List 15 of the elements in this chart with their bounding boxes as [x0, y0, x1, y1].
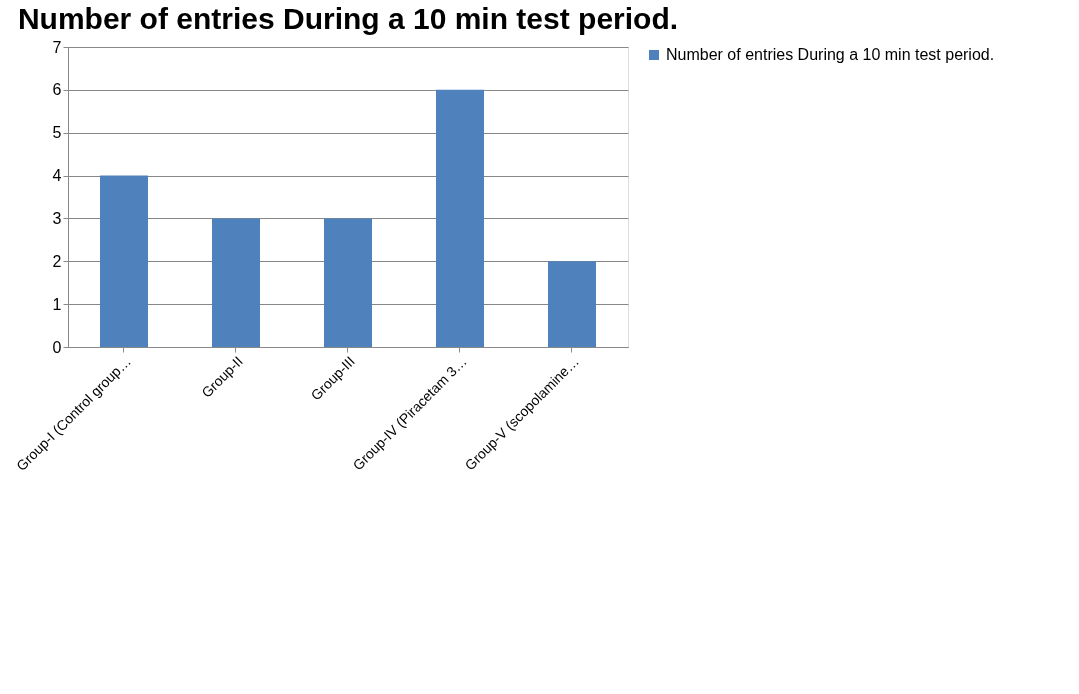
bar — [324, 218, 372, 347]
bar — [436, 89, 484, 347]
y-tick-label: 6 — [52, 81, 62, 99]
y-tick-label: 7 — [52, 38, 62, 56]
y-tick-label: 4 — [52, 167, 62, 185]
bar — [100, 175, 148, 347]
y-tick-label: 5 — [52, 124, 62, 142]
y-tick-label: 3 — [52, 209, 62, 227]
bar — [548, 261, 596, 347]
y-tick-label: 1 — [52, 295, 62, 313]
y-tick-label: 2 — [52, 252, 62, 270]
bar — [212, 218, 260, 347]
chart-title: Number of entries During a 10 min test period. — [17, 2, 679, 35]
legend-label: Number of entries During a 10 min test period. — [666, 46, 995, 63]
y-tick-label: 0 — [52, 338, 62, 356]
